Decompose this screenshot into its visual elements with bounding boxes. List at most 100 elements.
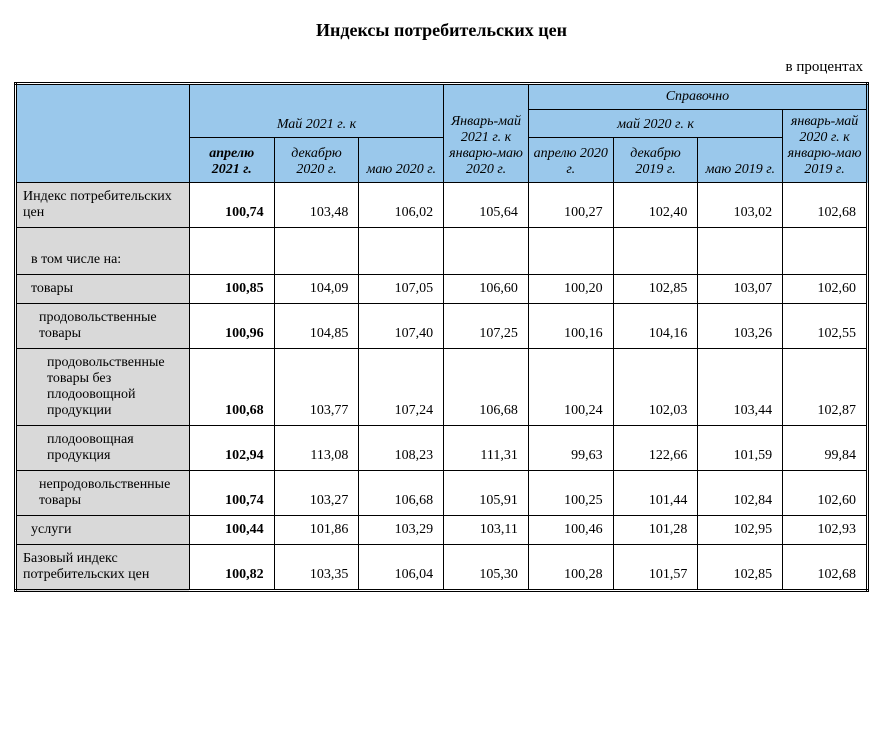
cell-value: 102,03	[613, 349, 698, 426]
row-label: Базовый индекс потребительских цен	[16, 545, 190, 591]
cell-value: 100,68	[189, 349, 274, 426]
cpi-table-body: Индекс потребительских цен100,74103,4810…	[16, 183, 868, 591]
cell-value: 99,63	[528, 426, 613, 471]
cell-value: 100,85	[189, 275, 274, 304]
table-row: непродовольствен­ные товары100,74103,271…	[16, 471, 868, 516]
cell-value: 106,04	[359, 545, 444, 591]
cell-value: 100,82	[189, 545, 274, 591]
cell-value	[274, 228, 359, 275]
table-row: Базовый индекс потребительских цен100,82…	[16, 545, 868, 591]
cell-value: 105,91	[444, 471, 529, 516]
cell-value: 104,16	[613, 304, 698, 349]
cell-value: 106,60	[444, 275, 529, 304]
cell-value: 102,60	[783, 471, 868, 516]
header-col2: декабрю 2020 г.	[274, 137, 359, 182]
cell-value: 104,85	[274, 304, 359, 349]
cell-value: 104,09	[274, 275, 359, 304]
cell-value: 100,16	[528, 304, 613, 349]
header-group-may2021: Май 2021 г. к	[189, 84, 443, 138]
cell-value: 100,27	[528, 183, 613, 228]
row-label: товары	[16, 275, 190, 304]
cell-value	[528, 228, 613, 275]
table-row: в том числе на:	[16, 228, 868, 275]
header-col8: январь-май 2020 г. к январю-маю 2019 г.	[783, 110, 868, 183]
unit-label: в процентах	[14, 59, 863, 76]
cell-value: 100,96	[189, 304, 274, 349]
cell-value	[444, 228, 529, 275]
cell-value: 103,44	[698, 349, 783, 426]
cell-value: 100,74	[189, 471, 274, 516]
cell-value: 106,68	[359, 471, 444, 516]
cell-value: 102,68	[783, 545, 868, 591]
header-blank	[16, 84, 190, 183]
cell-value: 107,40	[359, 304, 444, 349]
cell-value: 99,84	[783, 426, 868, 471]
header-col3: маю 2020 г.	[359, 137, 444, 182]
cell-value: 102,55	[783, 304, 868, 349]
cell-value: 122,66	[613, 426, 698, 471]
cell-value: 111,31	[444, 426, 529, 471]
cell-value: 106,02	[359, 183, 444, 228]
cell-value: 103,77	[274, 349, 359, 426]
cell-value: 102,85	[613, 275, 698, 304]
cell-value: 113,08	[274, 426, 359, 471]
header-group-may2020: май 2020 г. к	[528, 110, 782, 138]
header-col7: маю 2019 г.	[698, 137, 783, 182]
row-label: услуги	[16, 516, 190, 545]
cell-value: 108,23	[359, 426, 444, 471]
header-col5: апрелю 2020 г.	[528, 137, 613, 182]
cell-value: 101,57	[613, 545, 698, 591]
row-label: продовольственные товары без плодоовощно…	[16, 349, 190, 426]
cell-value	[783, 228, 868, 275]
cell-value: 102,94	[189, 426, 274, 471]
cell-value	[359, 228, 444, 275]
table-row: товары100,85104,09107,05106,60100,20102,…	[16, 275, 868, 304]
row-label: непродовольствен­ные товары	[16, 471, 190, 516]
table-row: продовольственные товары без плодоовощно…	[16, 349, 868, 426]
cell-value: 101,86	[274, 516, 359, 545]
cell-value	[189, 228, 274, 275]
cell-value: 102,40	[613, 183, 698, 228]
cell-value: 100,24	[528, 349, 613, 426]
cell-value: 100,28	[528, 545, 613, 591]
page-title: Индексы потребительских цен	[14, 20, 869, 41]
cell-value	[698, 228, 783, 275]
cell-value: 107,24	[359, 349, 444, 426]
cell-value: 103,02	[698, 183, 783, 228]
cell-value: 103,11	[444, 516, 529, 545]
table-row: Индекс потребительских цен100,74103,4810…	[16, 183, 868, 228]
cell-value: 103,26	[698, 304, 783, 349]
cell-value: 107,05	[359, 275, 444, 304]
cell-value: 100,46	[528, 516, 613, 545]
header-col6: декабрю 2019 г.	[613, 137, 698, 182]
cell-value: 103,07	[698, 275, 783, 304]
cell-value: 102,87	[783, 349, 868, 426]
header-col4: Январь-май 2021 г. к январю-маю 2020 г.	[444, 84, 529, 183]
header-col1: апрелю 2021 г.	[189, 137, 274, 182]
cell-value: 100,25	[528, 471, 613, 516]
table-row: продовольственные товары100,96104,85107,…	[16, 304, 868, 349]
cell-value: 102,68	[783, 183, 868, 228]
row-label: продовольственные товары	[16, 304, 190, 349]
cell-value: 106,68	[444, 349, 529, 426]
cell-value: 102,95	[698, 516, 783, 545]
cell-value: 101,28	[613, 516, 698, 545]
row-label: в том числе на:	[16, 228, 190, 275]
cell-value: 102,93	[783, 516, 868, 545]
cell-value: 101,44	[613, 471, 698, 516]
table-row: услуги100,44101,86103,29103,11100,46101,…	[16, 516, 868, 545]
cell-value: 102,60	[783, 275, 868, 304]
cell-value: 101,59	[698, 426, 783, 471]
cell-value: 103,35	[274, 545, 359, 591]
cell-value: 105,64	[444, 183, 529, 228]
cell-value: 103,29	[359, 516, 444, 545]
cell-value: 103,27	[274, 471, 359, 516]
cell-value: 105,30	[444, 545, 529, 591]
cell-value: 103,48	[274, 183, 359, 228]
cell-value: 100,44	[189, 516, 274, 545]
row-label: Индекс потребительских цен	[16, 183, 190, 228]
row-label: плодоовощная продукция	[16, 426, 190, 471]
cpi-table: Май 2021 г. к Январь-май 2021 г. к январ…	[14, 82, 869, 592]
header-group-ref: Справочно	[528, 84, 867, 110]
table-row: плодоовощная продукция102,94113,08108,23…	[16, 426, 868, 471]
